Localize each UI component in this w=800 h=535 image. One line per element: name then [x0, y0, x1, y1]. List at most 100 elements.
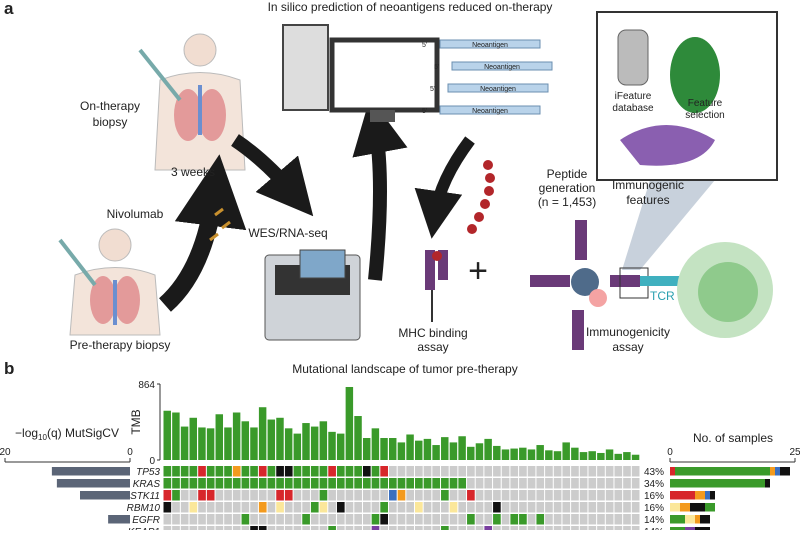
mutation-cell: [449, 490, 458, 501]
mutation-cell: [415, 502, 423, 513]
bar: [284, 428, 293, 460]
mutation-cell: [432, 502, 441, 513]
bar: [80, 491, 130, 500]
mutation-cell: [198, 514, 206, 525]
mutation-cell: [553, 514, 562, 525]
mutation-cell: [189, 466, 198, 477]
label: database: [612, 103, 654, 114]
bar: [553, 451, 562, 460]
bar: [108, 515, 130, 524]
bar: [432, 445, 440, 460]
mutation-cell: [172, 466, 180, 477]
label: Immunogenic: [612, 178, 684, 192]
mutation-cell: [527, 490, 536, 501]
mutation-cell: [553, 490, 562, 501]
mutation-cell: [397, 478, 406, 489]
x-tick-label: 20: [0, 447, 11, 458]
mutation-cell: [250, 514, 258, 525]
mutation-cell: [354, 466, 362, 477]
stacked-bar: [670, 515, 685, 524]
mutation-cell: [562, 514, 571, 525]
mutation-cell: [302, 478, 310, 489]
mutation-cell: [302, 502, 310, 513]
mutation-cell: [458, 526, 467, 535]
label: assay: [612, 340, 643, 354]
mutation-cell: [371, 526, 380, 535]
mutation-cell: [172, 526, 180, 535]
bar: [215, 414, 224, 460]
mutation-cell: [328, 526, 336, 535]
mutation-cell: [232, 478, 241, 489]
mutation-cell: [527, 478, 536, 489]
mutation-cell: [562, 490, 571, 501]
mutation-cell: [501, 526, 510, 535]
mutation-cell: [562, 466, 571, 477]
bar: [493, 445, 501, 460]
mutation-cell: [441, 490, 449, 501]
mutation-cell: [571, 514, 579, 525]
mutation-cell: [406, 514, 415, 525]
mutation-cell: [432, 490, 441, 501]
bar: [293, 433, 302, 460]
mutation-cell: [336, 478, 345, 489]
mutation-cell: [206, 514, 215, 525]
mutation-cell: [623, 466, 631, 477]
mutation-cell: [302, 514, 310, 525]
mutation-cell: [441, 466, 449, 477]
y-tick-label: 0: [149, 456, 155, 467]
mutation-cell: [614, 478, 623, 489]
mutation-cell: [284, 490, 293, 501]
mutation-cell: [276, 478, 284, 489]
mutation-cell: [545, 478, 553, 489]
mutation-cell: [579, 514, 588, 525]
mutation-cell: [336, 514, 345, 525]
label: Immunogenicity: [586, 325, 670, 339]
mutation-cell: [432, 478, 441, 489]
mutation-cell: [406, 490, 415, 501]
label: Neoantigen: [480, 86, 516, 93]
mutation-cell: [328, 478, 336, 489]
y-tick-label: 864: [138, 380, 155, 391]
mutation-cell: [432, 514, 441, 525]
bar: [250, 427, 258, 460]
mutation-cell: [545, 526, 553, 535]
gene-label: KRAS: [133, 479, 161, 490]
mutation-cell: [553, 478, 562, 489]
label: Pre-therapy biopsy: [70, 338, 171, 352]
mutation-cell: [493, 466, 501, 477]
bar: [198, 427, 206, 460]
mutation-cell: [545, 490, 553, 501]
mutation-cell: [519, 478, 527, 489]
bar: [484, 438, 492, 460]
mutation-cell: [180, 502, 189, 513]
label: features: [626, 193, 669, 207]
bar: [224, 427, 232, 460]
bar: [397, 442, 406, 460]
mutation-cell: [423, 514, 432, 525]
mutation-cell: [215, 466, 224, 477]
mutation-cell: [588, 526, 597, 535]
mutation-cell: [571, 526, 579, 535]
mutation-cell: [501, 514, 510, 525]
bar: [536, 445, 544, 460]
mutation-cell: [250, 502, 258, 513]
mutation-cell: [224, 478, 232, 489]
mutation-cell: [198, 526, 206, 535]
mutation-cell: [336, 526, 345, 535]
mutation-cell: [302, 526, 310, 535]
mutation-cell: [276, 514, 284, 525]
mutation-cell: [232, 514, 241, 525]
bar: [423, 438, 432, 460]
mutation-cell: [267, 526, 276, 535]
gene-label: RBM10: [127, 503, 161, 514]
mutation-cell: [276, 502, 284, 513]
mutation-cell: [293, 490, 302, 501]
mutation-cell: [493, 490, 501, 501]
mutation-cell: [571, 478, 579, 489]
mutation-cell: [258, 526, 267, 535]
mutation-cell: [328, 502, 336, 513]
mutation-cell: [302, 466, 310, 477]
mutation-cell: [519, 526, 527, 535]
gene-label: STK11: [130, 491, 160, 502]
axis-title-part: (q) MutSigCV: [47, 426, 119, 440]
